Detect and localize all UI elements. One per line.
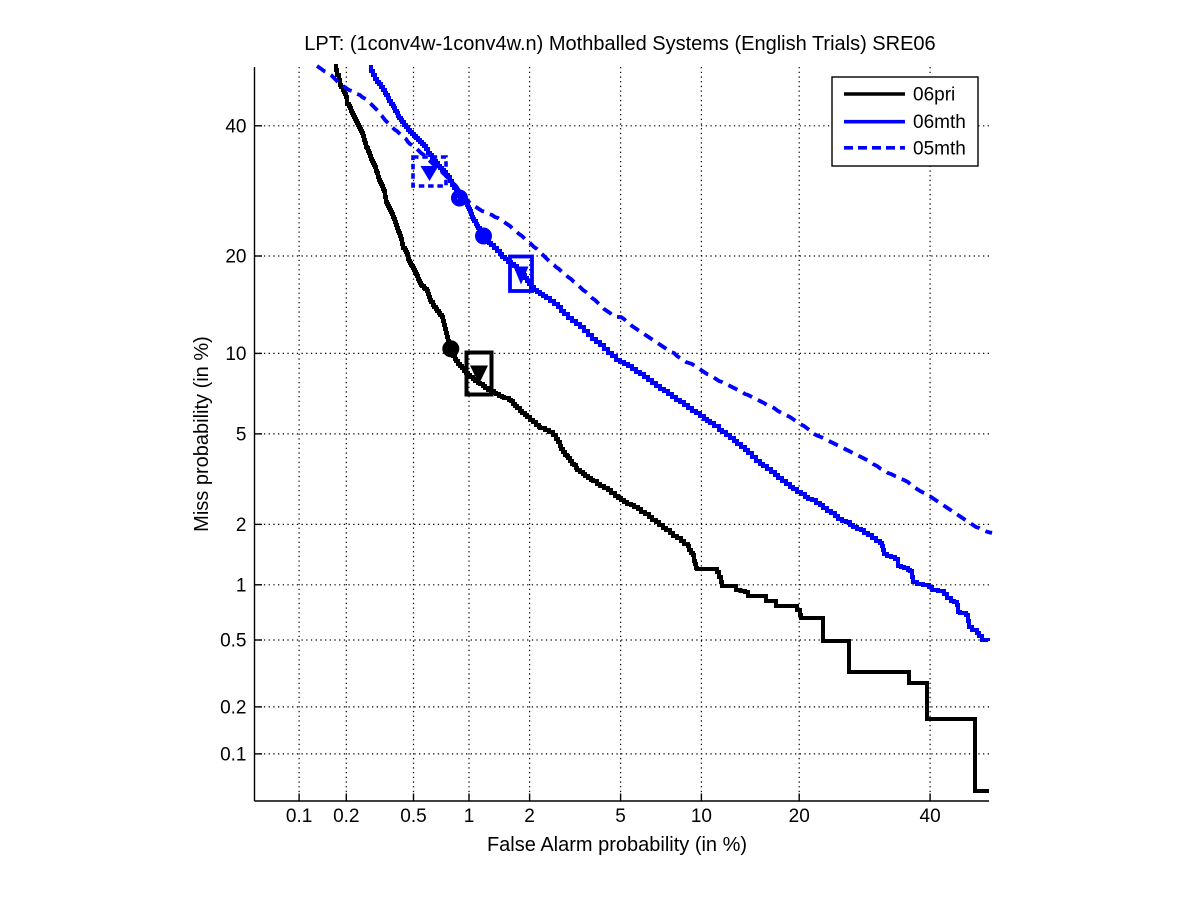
svg-text:0.5: 0.5 — [220, 631, 246, 652]
svg-text:5: 5 — [236, 424, 247, 445]
svg-text:0.1: 0.1 — [220, 744, 246, 765]
svg-text:2: 2 — [524, 806, 535, 827]
svg-text:06mth: 06mth — [913, 112, 966, 133]
svg-text:1: 1 — [464, 806, 475, 827]
svg-text:10: 10 — [225, 344, 246, 365]
svg-text:20: 20 — [789, 806, 810, 827]
svg-text:20: 20 — [225, 247, 246, 268]
svg-text:False Alarm probability (in %): False Alarm probability (in %) — [487, 834, 747, 856]
svg-text:0.2: 0.2 — [220, 697, 246, 718]
svg-text:Miss probability (in %): Miss probability (in %) — [191, 336, 213, 532]
svg-text:05mth: 05mth — [913, 138, 966, 159]
svg-text:40: 40 — [225, 116, 246, 137]
svg-text:5: 5 — [615, 806, 626, 827]
svg-text:40: 40 — [920, 806, 941, 827]
svg-text:0.5: 0.5 — [400, 806, 426, 827]
svg-text:0.1: 0.1 — [286, 806, 312, 827]
svg-text:2: 2 — [236, 515, 247, 536]
svg-text:0.2: 0.2 — [333, 806, 359, 827]
svg-text:10: 10 — [691, 806, 712, 827]
svg-text:06pri: 06pri — [913, 85, 955, 106]
svg-text:LPT: (1conv4w-1conv4w.n) Mothb: LPT: (1conv4w-1conv4w.n) Mothballed Syst… — [304, 33, 935, 55]
svg-text:1: 1 — [236, 575, 247, 596]
